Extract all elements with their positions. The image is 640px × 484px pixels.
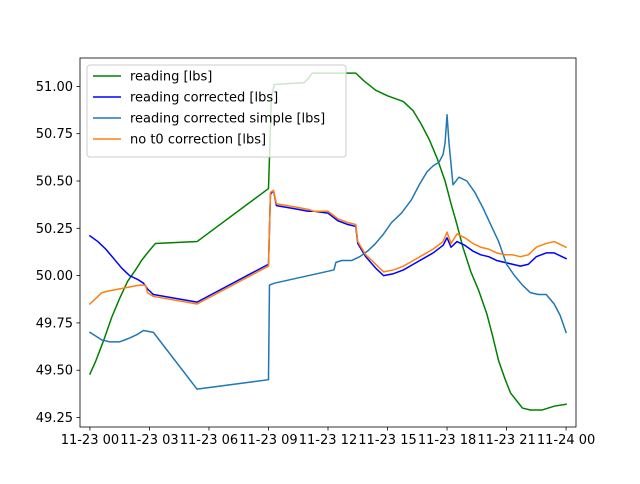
legend-label-3: no t0 correction [lbs] (130, 133, 266, 148)
series-line-2 (88, 114, 568, 390)
y-tick-label-4: 50.25 (36, 222, 73, 237)
x-tick-label-6: 11-23 18 (418, 433, 476, 448)
series-layer (88, 72, 568, 411)
x-tick-label-0: 11-23 00 (61, 433, 119, 448)
axes-layer: 11-23 00 11-23 03 11-23 06 11-23 09 11-23 12… (36, 57, 595, 448)
legend-box (86, 64, 347, 158)
y-tick-label-0: 49.25 (36, 411, 73, 426)
x-tick-label-1: 11-23 03 (120, 433, 178, 448)
y-tick-label-7: 51.00 (36, 80, 73, 95)
x-tick-label-8: 11-24 00 (537, 433, 595, 448)
x-tick-label-3: 11-23 09 (239, 433, 297, 448)
x-tick-label-7: 11-23 21 (477, 433, 535, 448)
legend-label-2: reading corrected simple [lbs] (130, 112, 325, 127)
series-line-3 (88, 189, 568, 306)
x-tick-label-2: 11-23 06 (180, 433, 238, 448)
legend: reading [lbs] reading corrected [lbs] read… (86, 64, 347, 158)
y-tick-label-1: 49.50 (36, 364, 73, 379)
y-tick-label-6: 50.75 (36, 127, 73, 142)
legend-label-0: reading [lbs] (130, 70, 212, 85)
y-tick-label-3: 50.00 (36, 269, 73, 284)
x-tick-label-5: 11-23 15 (358, 433, 416, 448)
y-tick-label-5: 50.50 (36, 175, 73, 190)
series-line-0 (88, 72, 567, 411)
legend-label-1: reading corrected [lbs] (130, 91, 278, 106)
y-tick-label-2: 49.75 (36, 316, 73, 331)
x-tick-label-4: 11-23 12 (299, 433, 357, 448)
